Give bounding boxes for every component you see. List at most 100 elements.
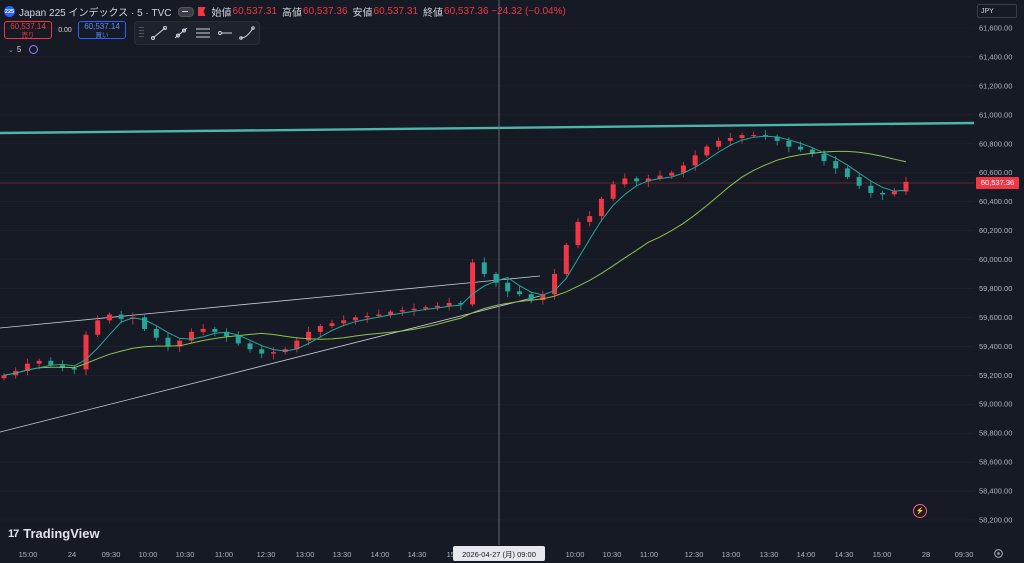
chevron-down-icon[interactable]: ⌄	[8, 46, 14, 54]
candle	[224, 331, 230, 337]
indicator-count: 5	[16, 45, 22, 54]
parallel-channel-tool-icon[interactable]	[192, 24, 214, 42]
price-tick-label: 61,400.00	[979, 52, 1012, 61]
candle	[844, 168, 850, 178]
price-chart[interactable]	[0, 0, 974, 545]
time-axis[interactable]: 15:00 24 09:30 10:00 10:30 11:00 12:30 13:00 13:…	[0, 545, 974, 563]
candle	[364, 315, 370, 318]
drag-handle-icon[interactable]	[139, 27, 144, 39]
toggle-pill-icon[interactable]	[177, 6, 194, 17]
price-tick-label: 58,400.00	[979, 487, 1012, 496]
indicator-row[interactable]: ⌄ 5	[8, 45, 39, 54]
candle	[1, 375, 7, 379]
candle	[716, 140, 722, 147]
candle	[294, 340, 300, 350]
time-tick-label: 13:30	[333, 550, 352, 559]
candle	[446, 302, 452, 306]
candle	[868, 185, 874, 193]
trend-line-upper[interactable]	[0, 275, 541, 329]
time-tick-label: 13:00	[296, 550, 315, 559]
candle	[153, 328, 159, 338]
candle	[774, 136, 780, 141]
candle	[516, 291, 522, 295]
candle	[528, 294, 534, 301]
price-tick-label: 59,800.00	[979, 284, 1012, 293]
price-tick-label: 58,800.00	[979, 429, 1012, 438]
price-tick-label: 60,800.00	[979, 139, 1012, 148]
curve-tool-icon[interactable]	[236, 24, 258, 42]
price-tick-label: 59,200.00	[979, 371, 1012, 380]
price-tick-label: 59,000.00	[979, 400, 1012, 409]
trade-panel: 60,537.14 売り 0.00 60,537.14 買い	[4, 21, 126, 39]
candle	[458, 302, 464, 305]
time-tick-label: 15:00	[19, 550, 38, 559]
gear-icon[interactable]	[993, 548, 1004, 559]
price-tick-label: 61,000.00	[979, 110, 1012, 119]
candle	[903, 181, 909, 192]
candle	[704, 146, 710, 156]
candle	[634, 178, 640, 182]
candle	[434, 305, 440, 308]
price-axis[interactable]: 61,600.00 61,400.00 61,200.00 61,000.00 60,8…	[974, 0, 1024, 545]
buy-button[interactable]: 60,537.14 買い	[78, 21, 126, 39]
candle	[142, 317, 148, 329]
horizontal-ray-tool-icon[interactable]	[214, 24, 236, 42]
symbol-title[interactable]: Japan 225 インデックス · 5 · TVC	[19, 8, 172, 19]
sell-label: 売り	[21, 32, 35, 39]
candle	[317, 326, 323, 332]
axis-corner	[974, 545, 1024, 563]
time-tick-label: 10:30	[176, 550, 195, 559]
candle	[540, 294, 546, 301]
currency-selector[interactable]: JPY	[977, 4, 1017, 18]
candle	[352, 317, 358, 321]
candle	[106, 314, 112, 321]
candle	[118, 314, 124, 319]
time-tick-label: 14:00	[797, 550, 816, 559]
time-tick-label: 24	[68, 550, 76, 559]
time-tick-label: 10:30	[603, 550, 622, 559]
time-tick-label: 11:00	[640, 550, 658, 559]
candle	[563, 245, 569, 274]
time-tick-label: 13:30	[760, 550, 779, 559]
alert-clock-icon[interactable]: ⚡	[913, 504, 927, 518]
candle	[798, 146, 804, 150]
time-tick-label: 12:30	[257, 550, 276, 559]
candle	[481, 262, 487, 274]
trend-line-tool-icon[interactable]	[148, 24, 170, 42]
candle	[306, 331, 312, 341]
candle	[669, 172, 675, 176]
grid-lines	[0, 27, 974, 521]
candle	[856, 177, 862, 186]
tradingview-mark-icon: 17	[8, 527, 19, 540]
close-value: 60,537.36 −24.32 (−0.04%)	[444, 6, 566, 17]
open-value: 60,537.31	[232, 6, 278, 17]
candle	[598, 198, 604, 217]
candle	[71, 368, 77, 370]
candle	[60, 365, 66, 369]
time-tick-label: 10:00	[566, 550, 585, 559]
candle	[259, 349, 265, 354]
horizontal-line-drawing[interactable]	[0, 121, 974, 135]
price-tick-label: 60,400.00	[979, 197, 1012, 206]
sell-button[interactable]: 60,537.14 売り	[4, 21, 52, 39]
flag-icon[interactable]	[197, 7, 206, 16]
candle	[891, 191, 897, 195]
candle	[727, 137, 733, 141]
tradingview-logo[interactable]: 17 TradingView	[8, 526, 100, 541]
trend-line-lower[interactable]	[0, 295, 541, 433]
candle	[165, 337, 171, 347]
current-price-tag: 60,537.36	[976, 177, 1019, 189]
candle	[376, 314, 382, 316]
loading-spinner-icon	[29, 45, 39, 54]
spread-value: 0.00	[58, 26, 72, 34]
time-tick-label: 14:30	[408, 550, 427, 559]
crosshair-time-label: 2026-04-27 (月) 09:00	[462, 550, 536, 559]
candle	[188, 331, 194, 341]
ray-tool-icon[interactable]	[170, 24, 192, 42]
time-tick-label: 14:00	[371, 550, 390, 559]
time-tick-label: 12:30	[685, 550, 704, 559]
sma-slow-line	[3, 150, 907, 376]
buy-price: 60,537.14	[84, 22, 120, 31]
candle	[411, 308, 417, 311]
price-tick-label: 58,200.00	[979, 515, 1012, 524]
